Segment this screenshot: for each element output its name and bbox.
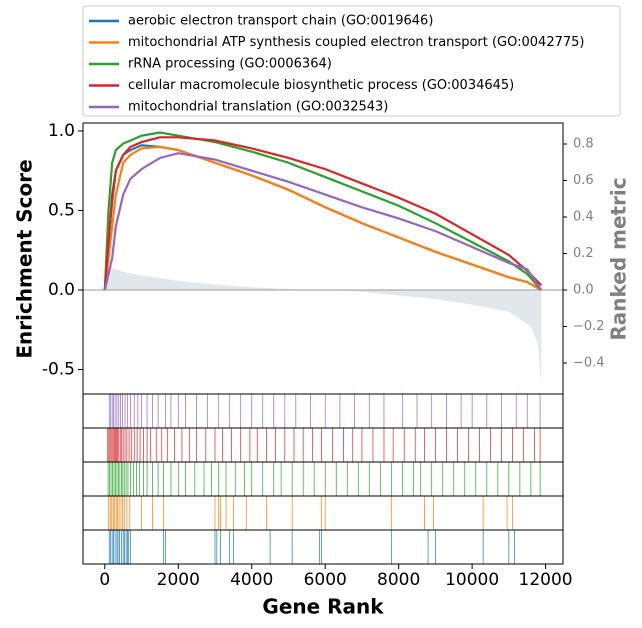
x-tick-label: 8000 xyxy=(377,570,420,590)
y2-tick-label: 0.8 xyxy=(573,136,594,151)
rug-panel xyxy=(82,529,564,565)
x-tick-label: 10000 xyxy=(445,570,499,590)
x-tick-label: 4000 xyxy=(230,570,273,590)
plot-frame xyxy=(82,122,564,395)
x-axis-label: Gene Rank xyxy=(262,595,384,619)
y2-tick-label: 0.0 xyxy=(573,282,594,297)
y2-tick-label: −0.4 xyxy=(573,355,605,370)
x-tick-label: 2000 xyxy=(157,570,200,590)
x-tick-label: 12000 xyxy=(519,570,573,590)
legend-label: rRNA processing (GO:0006364) xyxy=(128,57,332,72)
y2-tick-label: 0.4 xyxy=(573,209,594,224)
legend-label: aerobic electron transport chain (GO:001… xyxy=(128,14,433,29)
y2-tick-label: 0.2 xyxy=(573,246,594,261)
y-tick-label: 0.0 xyxy=(48,280,75,300)
y-tick-label: 1.0 xyxy=(48,121,75,141)
x-tick-label: 0 xyxy=(99,570,110,590)
y-axis-label: Enrichment Score xyxy=(13,159,37,358)
es-line xyxy=(103,131,543,291)
legend-label: mitochondrial translation (GO:0032543) xyxy=(128,100,388,115)
rug-panel xyxy=(82,461,564,497)
legend-label: mitochondrial ATP synthesis coupled elec… xyxy=(128,35,584,50)
es-line xyxy=(103,144,542,291)
rug-panel xyxy=(82,427,564,463)
y2-tick-label: 0.6 xyxy=(573,173,594,188)
y2-axis-label: Ranked metric xyxy=(607,177,631,340)
y2-tick-label: −0.2 xyxy=(573,319,605,334)
x-tick-label: 6000 xyxy=(304,570,347,590)
legend-label: cellular macromolecule biosynthetic proc… xyxy=(128,78,514,93)
rug-panel xyxy=(82,393,564,429)
rug-panel xyxy=(82,495,564,531)
y-tick-label: 0.5 xyxy=(48,200,75,220)
ranked-metric-area xyxy=(104,262,542,387)
y-tick-label: -0.5 xyxy=(42,360,75,380)
es-line xyxy=(103,136,542,291)
es-line xyxy=(103,152,543,291)
legend-box xyxy=(82,5,621,117)
es-line xyxy=(103,145,542,291)
